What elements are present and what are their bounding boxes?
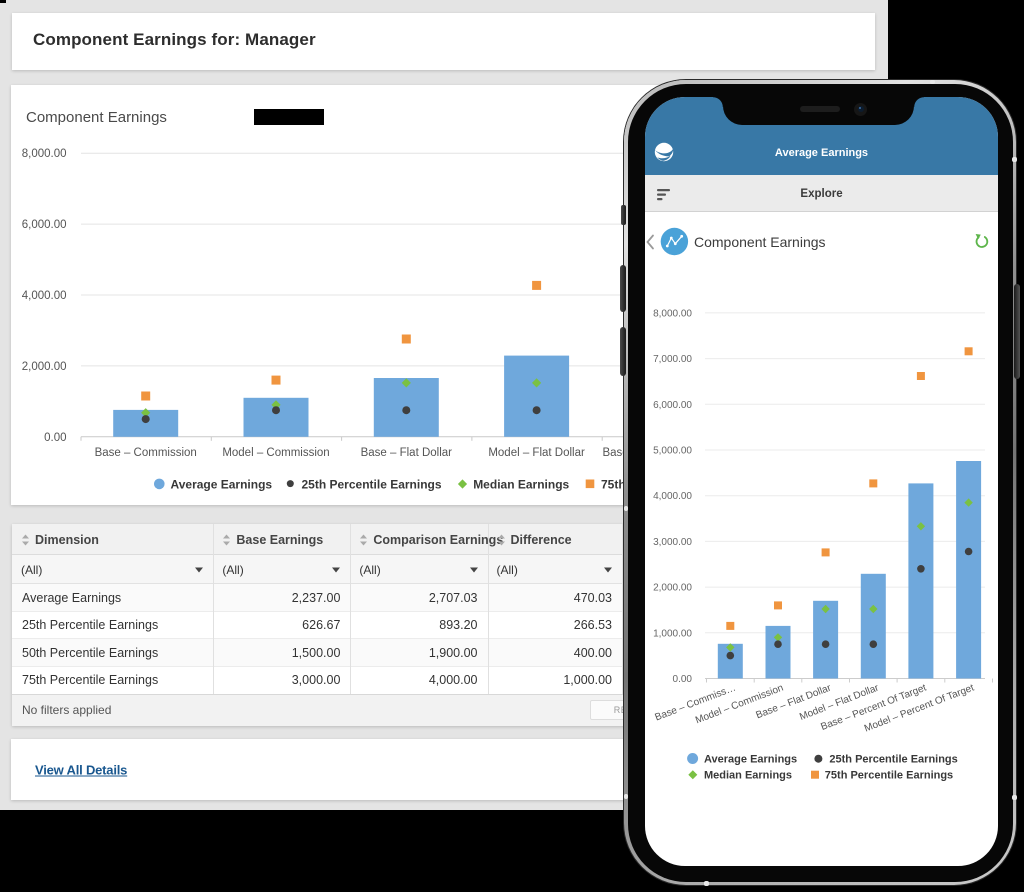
svg-text:7,000.00: 7,000.00 — [653, 354, 692, 365]
svg-text:6,000.00: 6,000.00 — [653, 400, 692, 411]
svg-text:Average Earnings: Average Earnings — [704, 754, 797, 766]
svg-text:8,000.00: 8,000.00 — [653, 308, 692, 319]
svg-text:0.00: 0.00 — [44, 432, 66, 444]
svg-text:Median Earnings: Median Earnings — [473, 477, 569, 491]
svg-text:6,000.00: 6,000.00 — [22, 219, 67, 231]
svg-text:Average Earnings: Average Earnings — [171, 477, 273, 491]
svg-text:2,000.00: 2,000.00 — [22, 361, 67, 373]
svg-text:Base – Flat Dollar: Base – Flat Dollar — [361, 447, 453, 459]
svg-text:Model – Commission: Model – Commission — [222, 447, 329, 459]
svg-text:0.00: 0.00 — [673, 674, 693, 685]
svg-text:Model – Flat Dollar: Model – Flat Dollar — [488, 447, 585, 459]
svg-text:4,000.00: 4,000.00 — [653, 491, 692, 502]
svg-text:3,000.00: 3,000.00 — [653, 537, 692, 548]
svg-text:25th Percentile Earnings: 25th Percentile Earnings — [829, 754, 957, 766]
svg-text:75th Percentile Earnings: 75th Percentile Earnings — [825, 770, 953, 782]
svg-text:2,000.00: 2,000.00 — [653, 583, 692, 594]
svg-text:Base – Commission: Base – Commission — [95, 447, 197, 459]
svg-text:8,000.00: 8,000.00 — [22, 148, 67, 160]
svg-text:25th Percentile Earnings: 25th Percentile Earnings — [302, 477, 442, 491]
svg-text:5,000.00: 5,000.00 — [653, 446, 692, 457]
svg-text:1,000.00: 1,000.00 — [653, 628, 692, 639]
svg-text:Median Earnings: Median Earnings — [704, 770, 792, 782]
svg-text:4,000.00: 4,000.00 — [22, 290, 67, 302]
